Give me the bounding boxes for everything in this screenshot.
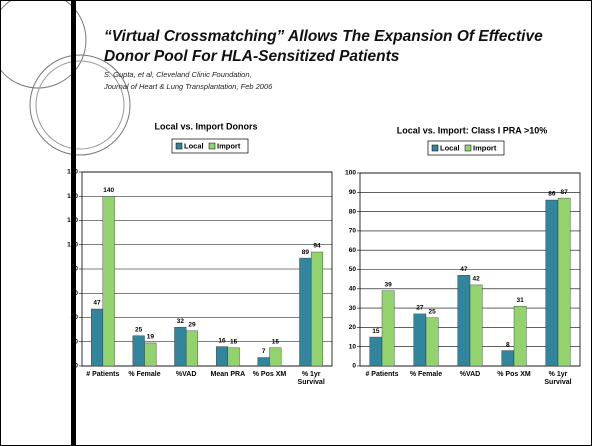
x-tick-label: % Pos XM [252, 371, 287, 378]
legend-label: Import [473, 143, 497, 152]
legend-swatch [464, 144, 472, 152]
bar [369, 336, 383, 367]
x-tick-label: % Female [128, 371, 161, 378]
bar [545, 199, 559, 367]
bar [132, 335, 145, 367]
data-label: 25 [135, 326, 143, 333]
bar [469, 284, 483, 367]
data-label: 94 [313, 243, 321, 250]
data-label: 47 [93, 300, 101, 307]
left-bar [71, 0, 76, 446]
data-label: 25 [429, 308, 437, 315]
subtitle: Journal of Heart & Lung Transplantation,… [104, 82, 273, 91]
data-label: 27 [416, 305, 424, 312]
bar [501, 350, 515, 367]
x-tick-label: # Patients [365, 371, 399, 378]
bar [299, 257, 312, 367]
data-label: 47 [460, 266, 468, 273]
bar [457, 275, 471, 367]
bar [174, 327, 187, 367]
data-label: 39 [385, 281, 393, 288]
data-label: 42 [473, 276, 481, 283]
bar [269, 347, 282, 367]
bar [144, 342, 157, 367]
x-tick-label: % Pos XM [497, 371, 531, 378]
data-label: 8 [506, 341, 510, 348]
legend-swatch [431, 144, 439, 152]
x-tick-label: Mean PRA [210, 371, 246, 378]
x-tick-label: % Female [409, 371, 443, 378]
decor-circle [0, 0, 87, 89]
y-tick-label: 10 [349, 343, 357, 350]
data-label: 32 [177, 318, 185, 325]
bar [310, 251, 324, 367]
y-tick-label: 70 [349, 228, 357, 235]
slide-title: “Virtual Crossmatching” Allows The Expan… [104, 28, 543, 65]
bar [257, 357, 270, 367]
bar [381, 290, 395, 367]
x-tick-label: %VAD [175, 371, 197, 378]
y-tick-label: 20 [349, 324, 357, 331]
x-tick-label: %VAD [459, 371, 481, 378]
x-tick-label: % 1yr Survival [297, 371, 325, 386]
data-label: 89 [302, 249, 310, 256]
bar [557, 197, 571, 367]
data-label: 31 [517, 297, 525, 304]
y-tick-label: 80 [349, 208, 357, 215]
bar [425, 317, 439, 367]
decor-circle [35, 60, 125, 150]
data-label: 86 [548, 191, 556, 198]
y-tick-label: 60 [349, 247, 357, 254]
bar [185, 330, 199, 367]
data-label: 15 [372, 328, 380, 335]
y-tick-label: 0 [352, 363, 356, 370]
data-label: 87 [561, 189, 569, 196]
legend-swatch [208, 142, 216, 150]
data-label: 19 [147, 334, 155, 341]
data-label: 29 [188, 322, 196, 329]
y-tick-label: 40 [349, 286, 357, 293]
data-label: 140 [103, 187, 114, 194]
legend-label: Local [440, 143, 460, 152]
chart-title: Local vs. Import Donors [154, 121, 257, 131]
data-label: 7 [262, 348, 266, 355]
x-tick-label: % 1yr Survival [544, 371, 572, 386]
bar [215, 346, 229, 367]
subtitle: S. Gupta, et al, Cleveland Clinic Founda… [104, 70, 252, 79]
legend-label: Import [217, 141, 241, 150]
x-tick-label: # Patients [86, 371, 120, 378]
y-tick-label: 0 [74, 363, 78, 370]
bar [102, 196, 115, 367]
decor-circle [29, 54, 131, 156]
data-label: 15 [230, 339, 238, 346]
legend-swatch [175, 142, 183, 150]
y-tick-label: 100 [345, 170, 356, 177]
data-label: 15 [272, 339, 280, 346]
plot-border [81, 171, 333, 367]
data-label: 16 [218, 337, 226, 344]
y-tick-label: 50 [349, 266, 357, 273]
bar [227, 347, 240, 367]
y-tick-label: 90 [349, 189, 357, 196]
chart-title: Local vs. Import: Class I PRA >10% [397, 125, 547, 135]
y-tick-label: 30 [349, 305, 357, 312]
legend-label: Local [184, 141, 204, 150]
bar [90, 308, 104, 367]
bar [413, 313, 427, 367]
bar [513, 305, 527, 367]
